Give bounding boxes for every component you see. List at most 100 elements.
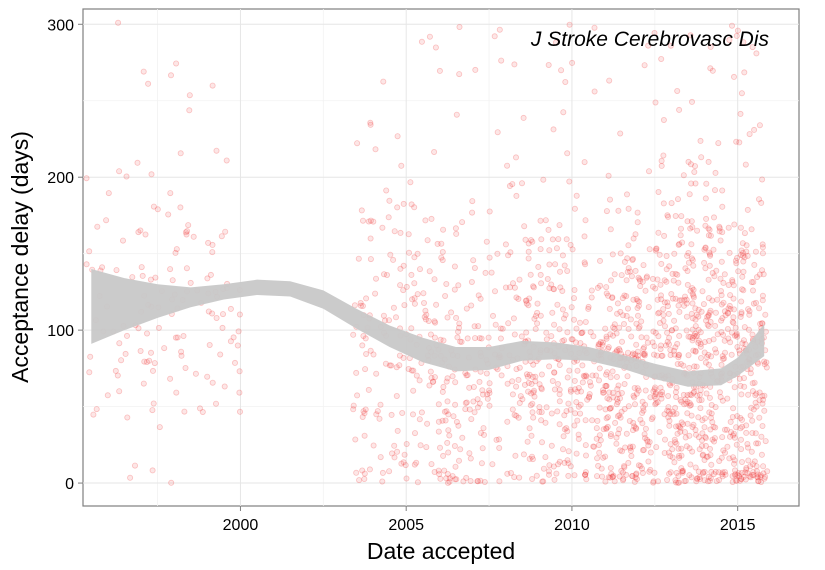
data-point [712, 322, 719, 329]
data-point [695, 313, 702, 320]
data-point [627, 447, 634, 454]
data-point [480, 425, 487, 432]
data-point [367, 347, 374, 354]
data-point [582, 471, 589, 478]
data-point [652, 384, 659, 391]
data-point [519, 180, 526, 187]
data-point [663, 266, 670, 273]
data-point [621, 405, 628, 412]
data-point [149, 467, 156, 474]
data-point [556, 398, 563, 405]
data-point [635, 352, 642, 359]
data-point [611, 478, 618, 485]
data-point [694, 475, 701, 482]
data-point [664, 338, 671, 345]
data-point [617, 447, 624, 454]
data-point [688, 474, 695, 481]
data-point [596, 341, 603, 348]
data-point [167, 266, 174, 273]
data-point [608, 404, 615, 411]
data-point [566, 178, 573, 185]
data-point [639, 465, 646, 472]
data-point [474, 404, 481, 411]
data-point [750, 406, 757, 413]
data-point [421, 313, 428, 320]
data-point [466, 384, 473, 391]
data-point [625, 349, 632, 356]
data-point [687, 391, 694, 398]
data-point [642, 287, 649, 294]
data-point [219, 311, 226, 318]
data-point [668, 200, 675, 207]
data-point [703, 180, 710, 187]
data-point [730, 319, 737, 326]
data-point [677, 425, 684, 432]
data-point [168, 479, 175, 486]
data-point [743, 464, 750, 471]
data-point [673, 440, 680, 447]
data-point [525, 248, 532, 255]
data-point [182, 364, 189, 371]
data-point [695, 414, 702, 421]
data-point [717, 394, 724, 401]
data-point [544, 275, 551, 282]
data-point [362, 335, 369, 342]
data-point [400, 459, 407, 466]
data-point [367, 217, 374, 224]
data-point [420, 299, 427, 306]
data-point [635, 302, 642, 309]
data-point [186, 92, 193, 99]
data-point [420, 290, 427, 297]
data-point [530, 414, 537, 421]
data-point [616, 347, 623, 354]
data-point [606, 305, 613, 312]
data-point [524, 373, 531, 380]
data-point [578, 388, 585, 395]
data-point [83, 261, 90, 268]
data-point [469, 198, 476, 205]
data-point [600, 389, 607, 396]
data-point [394, 133, 401, 140]
data-point [400, 200, 407, 207]
data-point [615, 391, 622, 398]
data-point [534, 320, 541, 327]
data-point [142, 231, 149, 238]
data-point [608, 470, 615, 477]
data-point [759, 244, 766, 251]
data-point [660, 117, 667, 124]
data-point [679, 469, 686, 476]
data-point [603, 335, 610, 342]
data-point [746, 308, 753, 315]
data-point [209, 310, 216, 317]
data-point [632, 267, 639, 274]
x-axis-title: Date accepted [367, 538, 515, 564]
data-point [587, 329, 594, 336]
data-point [728, 329, 735, 336]
data-point [452, 225, 459, 232]
data-point [127, 474, 134, 481]
data-point [738, 310, 745, 317]
data-point [742, 476, 749, 483]
data-point [680, 362, 687, 369]
data-point [609, 294, 616, 301]
data-point [639, 469, 646, 476]
data-point [87, 353, 94, 360]
data-point [431, 276, 438, 283]
data-point [485, 334, 492, 341]
data-point [497, 335, 504, 342]
data-point [116, 388, 123, 395]
data-point [731, 434, 738, 441]
data-point [639, 398, 646, 405]
data-point [698, 308, 705, 315]
data-point [705, 295, 712, 302]
data-point [702, 222, 709, 229]
data-point [676, 308, 683, 315]
data-point [137, 347, 144, 354]
data-point [599, 473, 606, 480]
data-point [701, 339, 708, 346]
data-point [651, 393, 658, 400]
data-point [709, 436, 716, 443]
data-point [761, 392, 768, 399]
data-point [613, 440, 620, 447]
data-point [509, 406, 516, 413]
